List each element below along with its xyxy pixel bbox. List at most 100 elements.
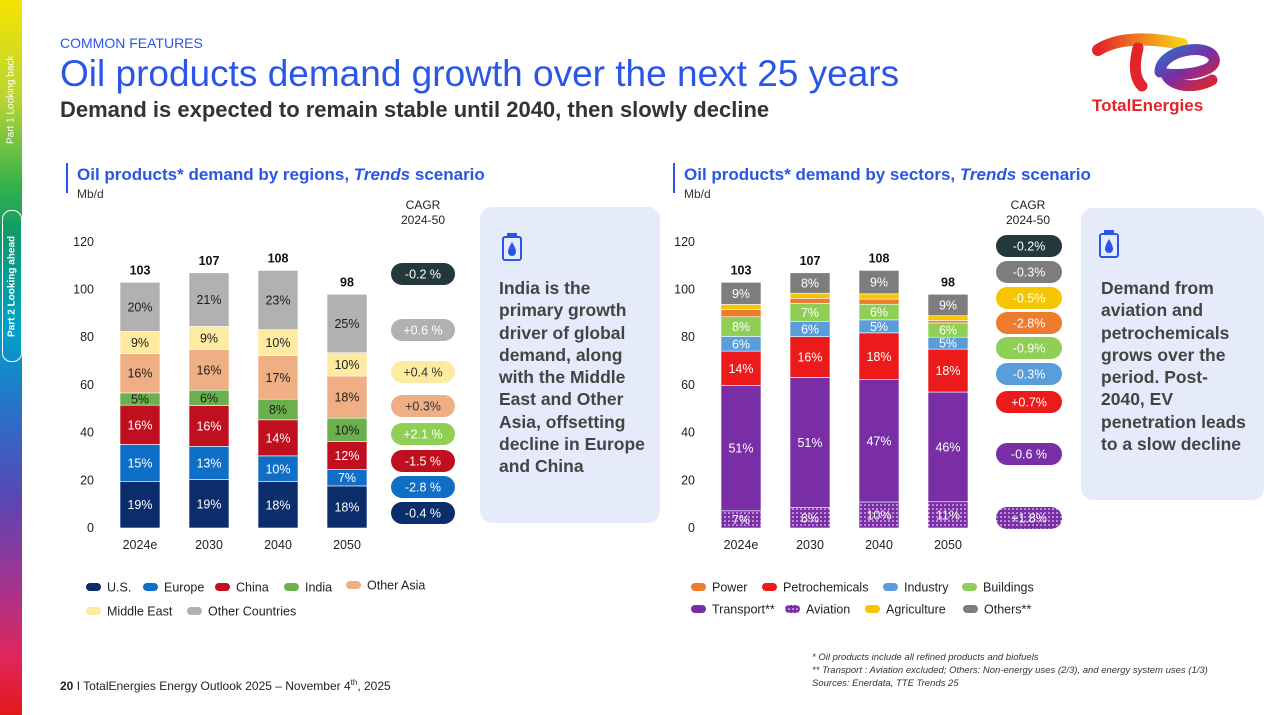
regions-data-label: 16% xyxy=(127,367,152,381)
sectors-cagr-pill xyxy=(996,261,1062,283)
sectors-bar-others--2040 xyxy=(858,270,900,295)
regions-data-label: 9% xyxy=(200,331,218,345)
regions-xtick-label: 2050 xyxy=(333,538,361,552)
regions-data-label: 17% xyxy=(265,371,290,385)
sectors-data-label: 6% xyxy=(939,324,957,338)
right-cagr-header-1: CAGR xyxy=(1010,198,1046,212)
sectors-legend-swatch xyxy=(785,605,800,613)
fuel-can-icon xyxy=(502,233,522,261)
regions-legend-swatch xyxy=(346,581,361,589)
sectors-data-label: 10% xyxy=(866,508,891,522)
sectors-data-label: 14% xyxy=(728,362,753,376)
regions-xtick-label: 2024e xyxy=(123,538,158,552)
regions-data-label: 10% xyxy=(265,462,290,476)
regions-ytick-label: 60 xyxy=(80,378,94,392)
regions-xtick-label: 2030 xyxy=(195,538,223,552)
regions-data-label: 16% xyxy=(196,363,221,377)
regions-total-label: 107 xyxy=(199,254,220,268)
regions-cagr-pill xyxy=(391,450,455,472)
regions-bar-europe-2030 xyxy=(188,446,230,480)
sectors-legend-label: Agriculture xyxy=(886,603,946,617)
regions-data-label: 6% xyxy=(200,391,218,405)
sectors-data-label: 8% xyxy=(732,320,750,334)
regions-bar-middle-east-2040 xyxy=(257,329,299,356)
sectors-bar-agriculture-2040 xyxy=(858,293,900,300)
sectors-data-label: 9% xyxy=(870,276,888,290)
left-cagr-header-2: 2024-50 xyxy=(400,213,446,227)
sectors-data-label: 46% xyxy=(935,440,960,454)
left-title-pre: Oil products* demand by regions, xyxy=(77,165,354,184)
left-title-post: scenario xyxy=(410,165,485,184)
section-kicker: COMMON FEATURES xyxy=(60,35,203,51)
left-panel-accent-bar xyxy=(66,163,68,193)
sectors-legend-swatch xyxy=(963,605,978,613)
sectors-bar-transport--2040 xyxy=(858,379,900,503)
sectors-data-label: 5% xyxy=(939,337,957,351)
regions-cagr-pill xyxy=(391,502,455,524)
sectors-bar-transport--2050 xyxy=(927,391,969,503)
sectors-legend-label: Aviation xyxy=(806,603,850,617)
sectors-xtick-label: 2050 xyxy=(934,538,962,552)
regions-bar-other-countries-2030 xyxy=(188,272,230,327)
sectors-data-label: 8% xyxy=(801,511,819,525)
regions-bar-china-2050 xyxy=(326,441,368,470)
right-panel-unit: Mb/d xyxy=(684,187,711,201)
regions-legend-swatch xyxy=(143,583,158,591)
regions-legend-swatch xyxy=(187,607,202,615)
regions-legend-label: India xyxy=(305,581,332,595)
sectors-cagr-label: -0.5% xyxy=(1013,292,1046,306)
regions-bar-other-asia-2024e xyxy=(119,353,161,394)
sectors-data-label: 8% xyxy=(801,277,819,291)
regions-data-label: 5% xyxy=(131,393,149,407)
sectors-legend-swatch xyxy=(691,583,706,591)
regions-data-label: 14% xyxy=(265,431,290,445)
sectors-legend-swatch xyxy=(691,605,706,613)
sectors-cagr-label: -0.6 % xyxy=(1011,448,1047,462)
regions-data-label: 9% xyxy=(131,336,149,350)
sectors-data-label: 16% xyxy=(797,351,822,365)
regions-ytick-label: 20 xyxy=(80,473,94,487)
regions-bar-other-countries-2050 xyxy=(326,293,368,354)
sectors-bar-petrochemicals-2050 xyxy=(927,348,969,393)
regions-data-label: 10% xyxy=(334,358,359,372)
sectors-bar-agriculture-2024e xyxy=(720,304,762,310)
sectors-legend-label: Power xyxy=(712,581,747,595)
sectors-bar-power-2040 xyxy=(858,298,900,305)
sectors-bar-aviation-2050 xyxy=(927,501,969,529)
regions-cagr-label: -0.2 % xyxy=(405,268,441,282)
regions-legend-label: U.S. xyxy=(107,581,131,595)
footnote-2: ** Transport : Aviation excluded; Others… xyxy=(812,665,1208,676)
sectors-cagr-label: +1.8% xyxy=(1011,512,1047,526)
sectors-bar-power-2050 xyxy=(927,320,969,324)
page-title: Oil products demand growth over the next… xyxy=(60,53,900,94)
sectors-cagr-label: -0.9% xyxy=(1013,342,1046,356)
left-title-em: Trends xyxy=(353,165,411,184)
regions-total-label: 98 xyxy=(340,275,354,289)
sectors-legend-label: Buildings xyxy=(983,581,1034,595)
sectors-bar-agriculture-2030 xyxy=(789,292,831,299)
sectors-bar-others--2050 xyxy=(927,293,969,317)
sectors-cagr-pill xyxy=(996,443,1062,465)
right-title-pre: Oil products* demand by sectors, xyxy=(684,165,960,184)
sectors-data-label: 47% xyxy=(866,434,891,448)
sectors-ytick-label: 60 xyxy=(681,378,695,392)
sectors-xtick-label: 2040 xyxy=(865,538,893,552)
sectors-cagr-label: -0.2% xyxy=(1013,240,1046,254)
left-panel-title: Oil products* demand by regions, Trends … xyxy=(77,165,485,185)
sectors-bar-petrochemicals-2040 xyxy=(858,332,900,380)
regions-cagr-label: +0.3% xyxy=(405,400,441,414)
regions-ytick-label: 120 xyxy=(73,235,94,249)
sectors-bar-agriculture-2050 xyxy=(927,315,969,321)
regions-bar-china-2024e xyxy=(119,404,161,445)
sectors-data-label: 7% xyxy=(801,306,819,320)
regions-legend-swatch xyxy=(284,583,299,591)
sectors-data-label: 51% xyxy=(728,442,753,456)
regions-cagr-pill xyxy=(391,476,455,498)
right-title-post: scenario xyxy=(1016,165,1091,184)
regions-data-label: 18% xyxy=(265,498,290,512)
sectors-legend-swatch xyxy=(762,583,777,591)
regions-data-label: 13% xyxy=(196,456,221,470)
sectors-bar-power-2030 xyxy=(789,298,831,304)
